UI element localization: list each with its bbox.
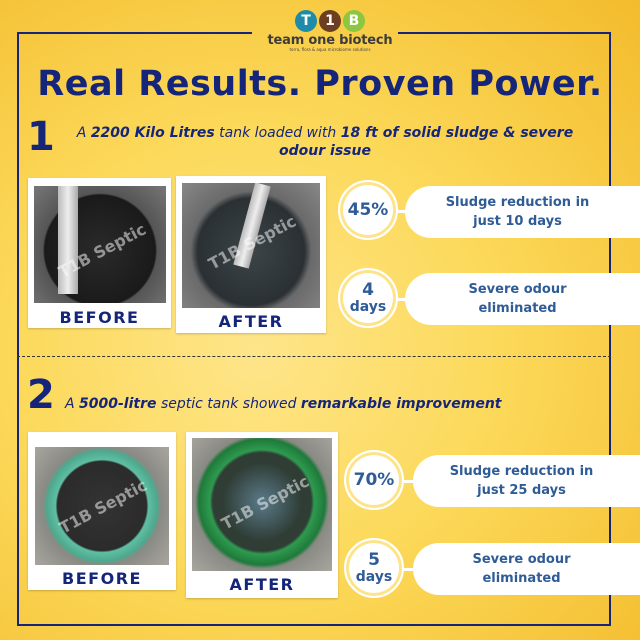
page-title: Real Results. Proven Power.: [37, 64, 603, 104]
before-label: BEFORE: [59, 308, 140, 327]
logo-letter: 1: [319, 10, 341, 32]
case-description: A 2200 Kilo Litres tank loaded with 18 f…: [76, 125, 574, 159]
stat-pill: Sludge reduction in just 10 days: [405, 186, 640, 238]
content-frame: [17, 32, 611, 626]
after-photo: T1B Septic: [192, 438, 332, 571]
logo-letter: T: [295, 10, 317, 32]
after-photo: T1B Septic: [182, 183, 320, 308]
stat-circle: 70%: [344, 450, 404, 510]
stat-pill: Sludge reduction in just 25 days: [413, 455, 640, 507]
case-number: 1: [27, 114, 55, 160]
before-photo-card: T1B Septic BEFORE: [28, 178, 171, 328]
watermark: T1B Septic: [218, 471, 313, 534]
after-photo-card: T1B Septic AFTER: [176, 176, 326, 333]
logo-tagline: terra, flora & aqua microbiome solutions: [289, 47, 371, 52]
before-label: BEFORE: [62, 569, 142, 588]
case-description: A 5000-litre septic tank showed remarkab…: [65, 396, 502, 412]
logo-letter: B: [343, 10, 365, 32]
after-label: AFTER: [229, 575, 295, 594]
stat-pill: Severe odour eliminated: [413, 543, 640, 595]
before-photo: T1B Septic: [35, 447, 169, 565]
frame-top-right: [398, 32, 611, 34]
logo: T 1 B team one biotech terra, flora & aq…: [250, 10, 410, 52]
before-photo: T1B Septic: [34, 186, 166, 303]
after-photo-card: T1B Septic AFTER: [186, 432, 338, 598]
section-divider: [17, 356, 611, 357]
before-photo-card: T1B Septic BEFORE: [28, 432, 176, 590]
stat-circle: 5 days: [344, 538, 404, 598]
frame-top-left: [17, 32, 252, 34]
stat-circle: 4 days: [338, 268, 398, 328]
stat-circle: 45%: [338, 180, 398, 240]
stat-pill: Severe odour eliminated: [405, 273, 640, 325]
after-label: AFTER: [218, 312, 284, 331]
logo-name: team one biotech: [267, 33, 393, 48]
watermark: T1B Septic: [56, 475, 151, 538]
case-number: 2: [27, 372, 55, 418]
